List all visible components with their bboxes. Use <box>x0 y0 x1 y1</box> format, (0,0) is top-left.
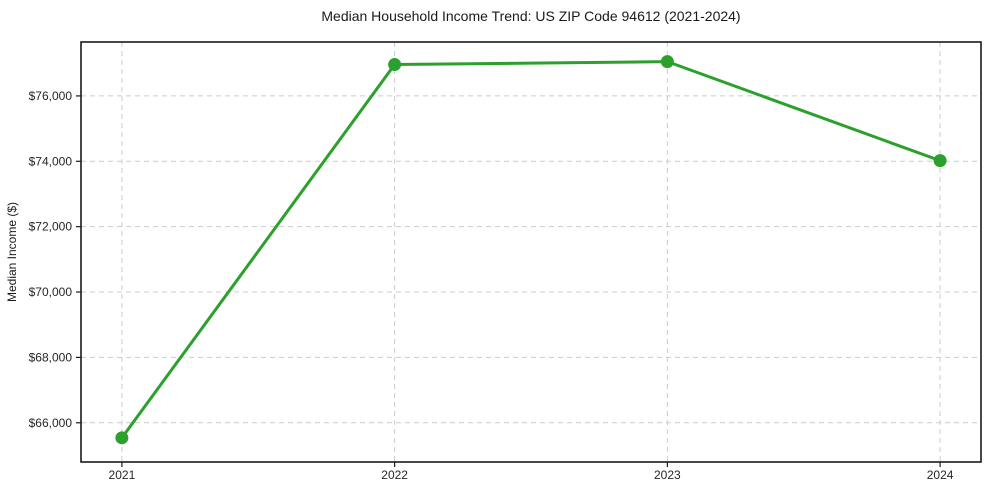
data-series-layer <box>115 55 947 445</box>
grid-layer <box>81 42 981 462</box>
trend-line <box>120 60 942 440</box>
y-tick-label: $66,000 <box>29 416 73 430</box>
axis-layer: $66,000 $68,000 $70,000 $72,000 $74,000 $76,0… <box>29 89 954 482</box>
x-tick-label: 2023 <box>654 468 681 482</box>
data-point <box>388 58 402 72</box>
y-tick-label: $74,000 <box>29 154 73 168</box>
y-tick-label: $70,000 <box>29 285 73 299</box>
y-tick-label: $72,000 <box>29 220 73 234</box>
y-axis-label: Median Income ($) <box>5 202 19 302</box>
x-tick-label: 2022 <box>381 468 408 482</box>
x-tick-label: 2021 <box>109 468 136 482</box>
y-tick-label: $76,000 <box>29 89 73 103</box>
data-point <box>660 55 674 69</box>
plot-border <box>80 41 982 463</box>
y-tick-label: $68,000 <box>29 350 73 364</box>
data-point <box>933 154 947 168</box>
data-point <box>115 431 129 445</box>
chart-title: Median Household Income Trend: US ZIP Co… <box>321 8 740 24</box>
x-tick-label: 2024 <box>927 468 954 482</box>
